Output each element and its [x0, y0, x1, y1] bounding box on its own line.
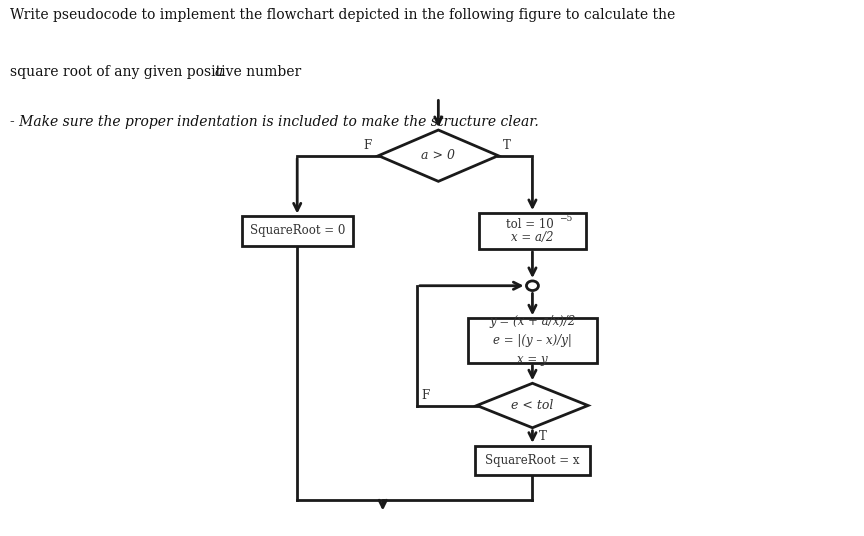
Text: Write pseudocode to implement the flowchart depicted in the following figure to : Write pseudocode to implement the flowch… [10, 8, 676, 22]
Text: x = a/2: x = a/2 [511, 232, 554, 244]
Text: SquareRoot = 0: SquareRoot = 0 [250, 225, 345, 237]
Bar [468, 318, 596, 363]
Text: F: F [364, 139, 372, 152]
Text: .: . [221, 65, 226, 79]
Text: SquareRoot = x: SquareRoot = x [486, 454, 580, 467]
Bar [474, 446, 590, 475]
Bar [479, 213, 586, 249]
Text: F: F [422, 389, 429, 402]
Polygon shape [378, 130, 499, 181]
Text: e < tol: e < tol [511, 399, 554, 412]
Text: - Make sure the proper indentation is included to make the structure clear.: - Make sure the proper indentation is in… [10, 115, 539, 129]
Polygon shape [477, 383, 588, 428]
Text: a: a [214, 65, 222, 79]
Text: T: T [539, 430, 547, 443]
Text: −5: −5 [559, 214, 572, 223]
Circle shape [526, 281, 538, 291]
Text: square root of any given positive number: square root of any given positive number [10, 65, 306, 79]
Text: a > 0: a > 0 [422, 149, 455, 162]
Text: tol = 10: tol = 10 [506, 218, 554, 232]
Bar [242, 217, 353, 245]
Text: T: T [504, 139, 511, 152]
Text: y = (x + a/x)/2
e = |(y – x)/y|
x = y: y = (x + a/x)/2 e = |(y – x)/y| x = y [489, 315, 575, 366]
